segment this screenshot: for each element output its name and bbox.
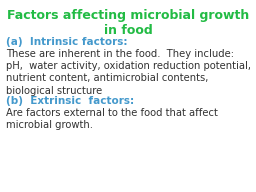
Text: These are inherent in the food.  They include:: These are inherent in the food. They inc…	[6, 49, 234, 59]
Text: pH,  water activity, oxidation reduction potential,
nutrient content, antimicrob: pH, water activity, oxidation reduction …	[6, 61, 251, 96]
Text: Factors affecting microbial growth
in food: Factors affecting microbial growth in fo…	[7, 9, 249, 37]
Text: (a)  Intrinsic factors:: (a) Intrinsic factors:	[6, 37, 127, 47]
Text: Are factors external to the food that affect
microbial growth.: Are factors external to the food that af…	[6, 108, 218, 130]
Text: (b)  Extrinsic  factors:: (b) Extrinsic factors:	[6, 96, 134, 106]
